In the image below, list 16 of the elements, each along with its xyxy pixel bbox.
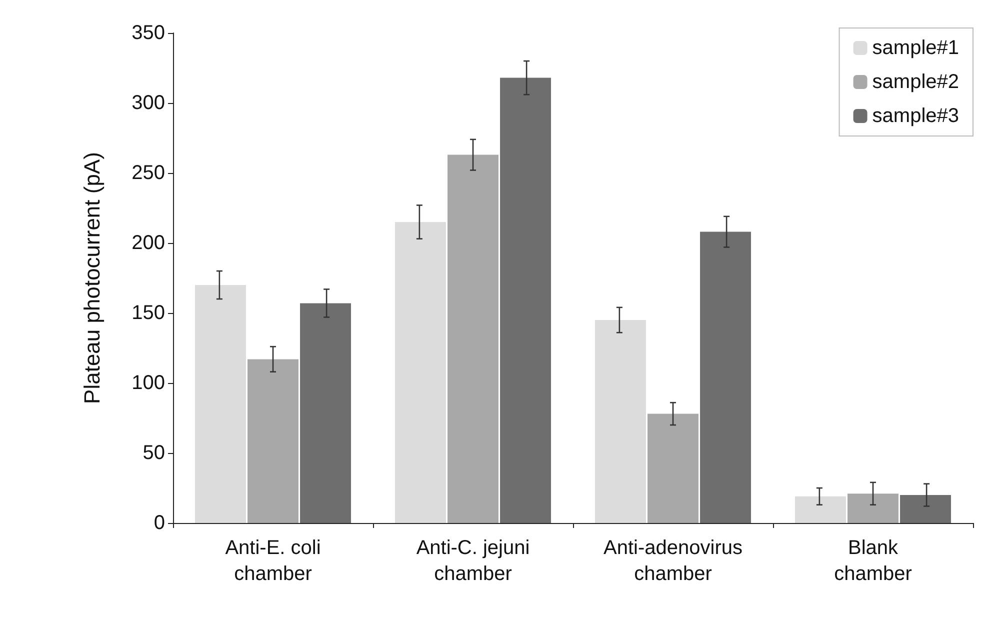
x-tick-label: Anti-E. coli chamber: [225, 537, 321, 585]
y-tick-label: 300: [132, 92, 165, 114]
x-tick-label: Anti-C. jejuni chamber: [416, 537, 530, 585]
y-tick-label: 250: [132, 162, 165, 184]
y-tick-label: 150: [132, 302, 165, 324]
y-tick-label: 0: [154, 512, 165, 534]
y-tick-label: 50: [142, 442, 165, 464]
legend-label: sample#2: [872, 71, 959, 93]
x-tick-label: Anti-adenovirus chamber: [604, 537, 742, 585]
x-tick-label: Blank chamber: [834, 537, 912, 585]
y-tick-label: 200: [132, 232, 165, 254]
y-axis-title: Plateau photocurrent (pA): [80, 152, 104, 404]
legend-label: sample#1: [872, 37, 959, 59]
y-tick-label: 100: [132, 372, 165, 394]
y-tick-label: 350: [132, 22, 165, 44]
legend-label: sample#3: [872, 105, 959, 127]
